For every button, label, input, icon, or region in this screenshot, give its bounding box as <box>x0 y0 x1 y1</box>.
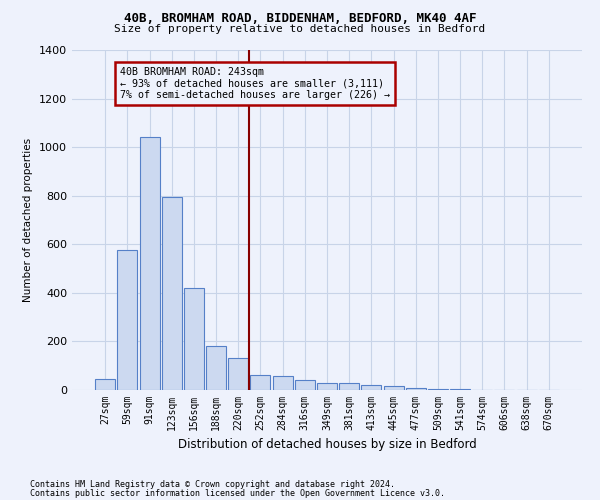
Bar <box>206 346 226 390</box>
Bar <box>250 376 271 390</box>
Bar <box>228 358 248 390</box>
Bar <box>162 197 182 390</box>
X-axis label: Distribution of detached houses by size in Bedford: Distribution of detached houses by size … <box>178 438 476 452</box>
Bar <box>317 383 337 390</box>
Bar <box>295 380 315 390</box>
Text: Contains public sector information licensed under the Open Government Licence v3: Contains public sector information licen… <box>30 488 445 498</box>
Bar <box>184 288 204 390</box>
Bar <box>406 388 426 390</box>
Text: 40B, BROMHAM ROAD, BIDDENHAM, BEDFORD, MK40 4AF: 40B, BROMHAM ROAD, BIDDENHAM, BEDFORD, M… <box>124 12 476 26</box>
Bar <box>95 378 115 390</box>
Bar <box>339 384 359 390</box>
Text: Size of property relative to detached houses in Bedford: Size of property relative to detached ho… <box>115 24 485 34</box>
Bar <box>118 250 137 390</box>
Y-axis label: Number of detached properties: Number of detached properties <box>23 138 34 302</box>
Text: 40B BROMHAM ROAD: 243sqm
← 93% of detached houses are smaller (3,111)
7% of semi: 40B BROMHAM ROAD: 243sqm ← 93% of detach… <box>119 67 389 100</box>
Bar <box>428 389 448 390</box>
Bar <box>361 385 382 390</box>
Text: Contains HM Land Registry data © Crown copyright and database right 2024.: Contains HM Land Registry data © Crown c… <box>30 480 395 489</box>
Bar <box>383 386 404 390</box>
Bar <box>272 376 293 390</box>
Bar <box>140 138 160 390</box>
